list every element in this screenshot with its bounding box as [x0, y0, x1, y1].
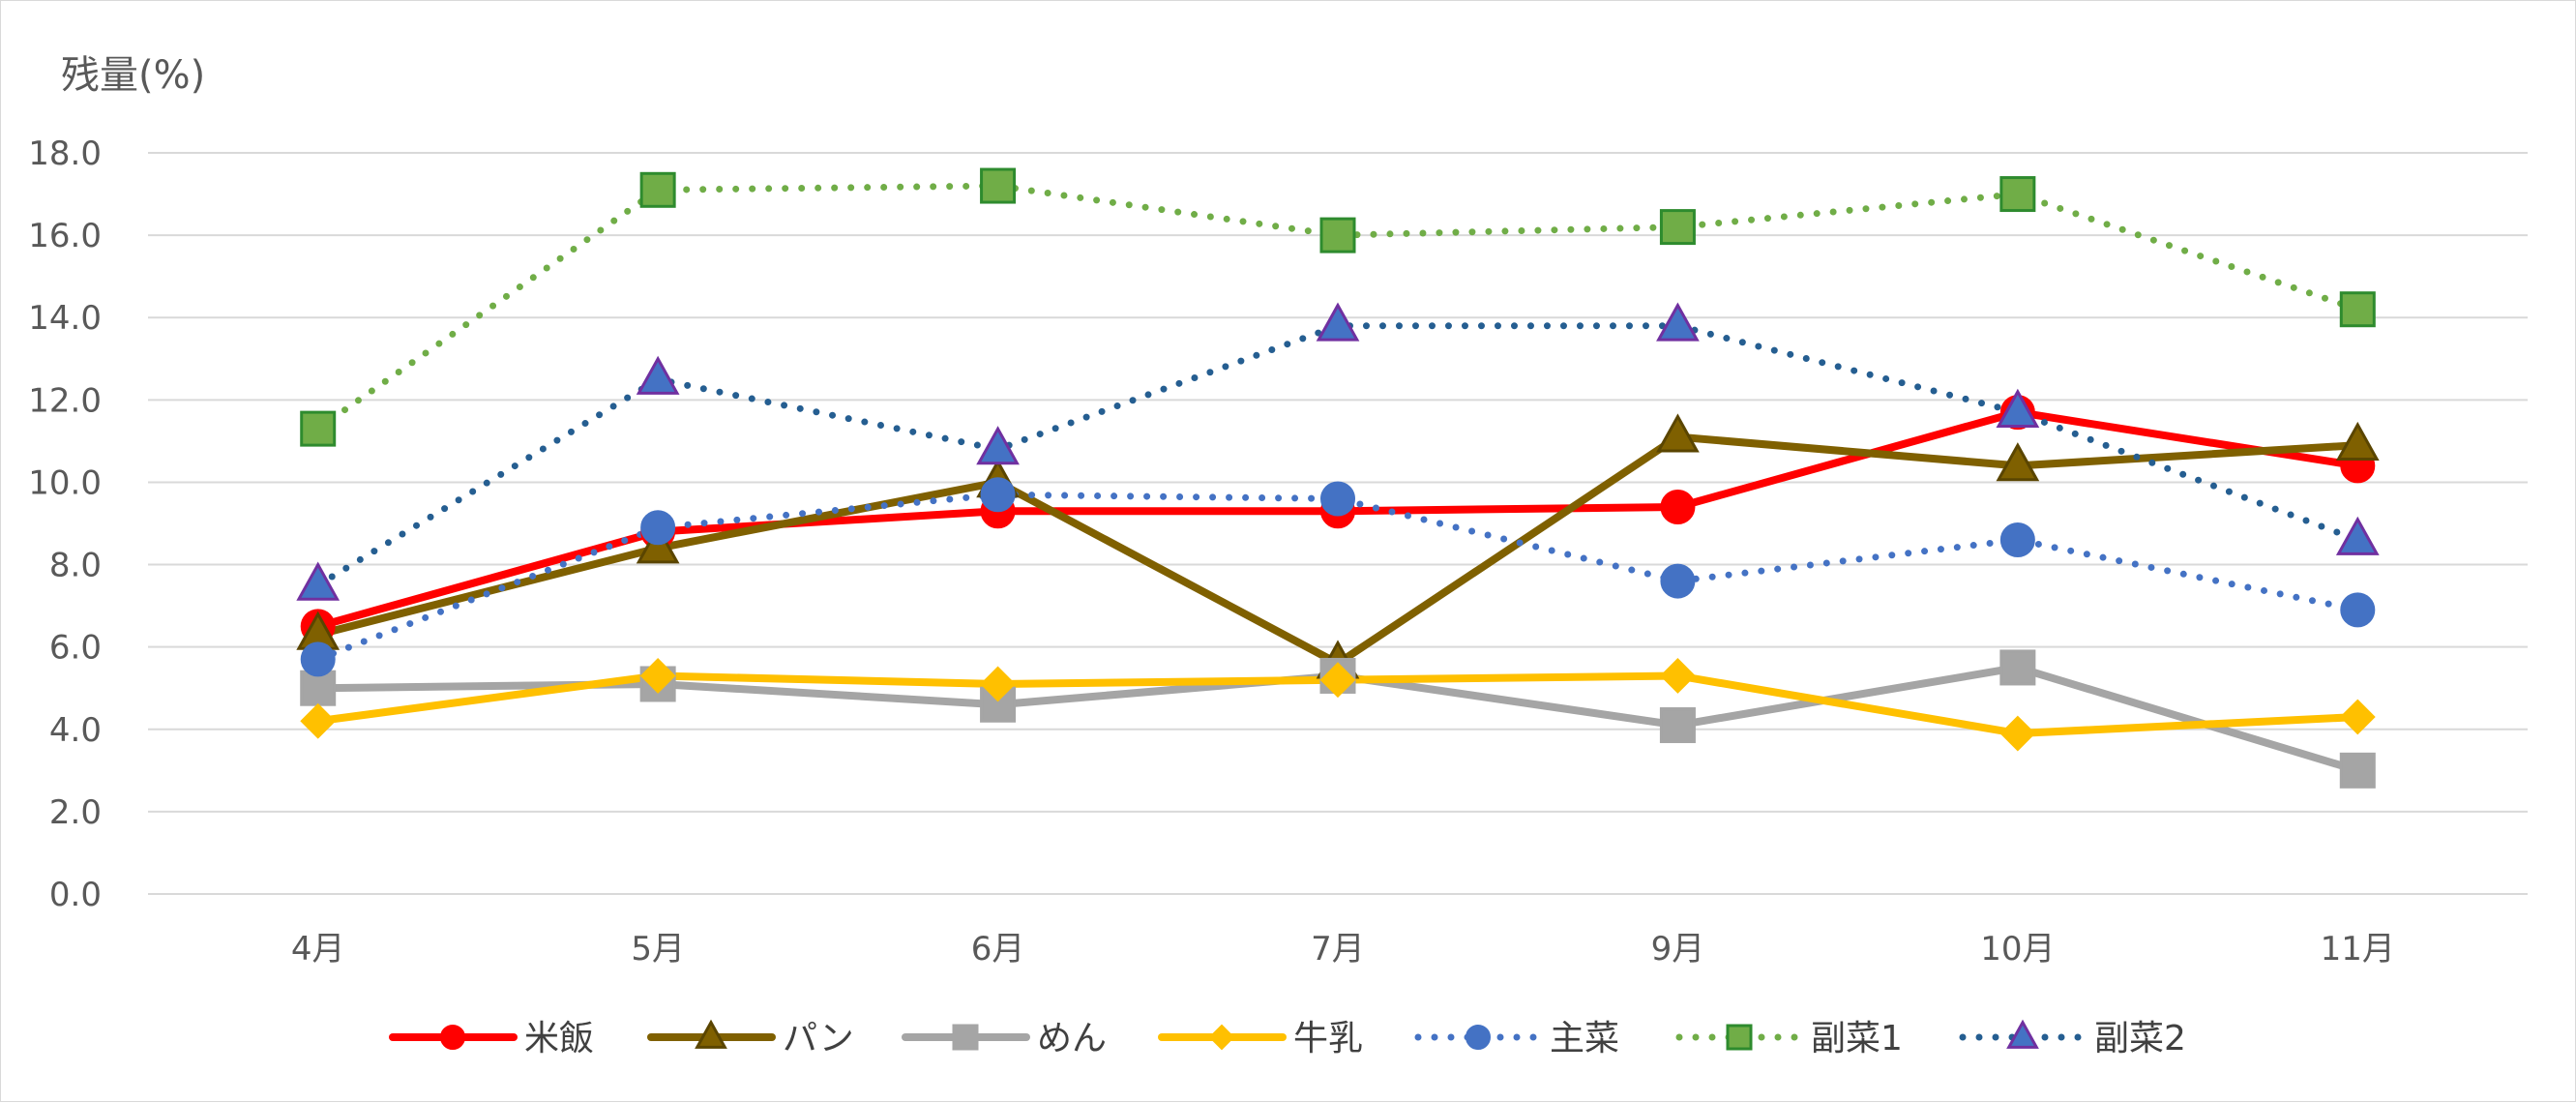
data-point	[1319, 217, 1356, 253]
legend-item: 副菜1	[1675, 1019, 1903, 1058]
legend-marker	[695, 1019, 727, 1049]
data-point	[2339, 752, 2376, 789]
x-tick-label: 7月	[1311, 930, 1365, 969]
legend-item: 米飯	[389, 1019, 594, 1058]
y-tick-label: 0.0	[49, 876, 102, 914]
data-point	[2339, 291, 2376, 328]
legend-label: めん	[1037, 1019, 1107, 1058]
series-line	[313, 432, 2362, 668]
y-tick-label: 18.0	[28, 134, 102, 173]
data-point	[1659, 209, 1696, 246]
x-tick-label: 4月	[291, 930, 345, 969]
y-tick-label: 8.0	[49, 547, 102, 585]
data-point	[2335, 516, 2380, 555]
data-point	[1660, 563, 1696, 599]
legend-item: 副菜2	[1959, 1019, 2186, 1058]
y-tick-label: 10.0	[28, 463, 102, 502]
legend-label: 主菜	[1550, 1019, 1619, 1058]
legend-marker	[1208, 1024, 1235, 1051]
data-point	[1316, 302, 1360, 342]
data-point	[640, 510, 676, 546]
data-point	[1320, 481, 1355, 517]
legend-marker	[440, 1025, 465, 1050]
data-point	[976, 426, 1020, 465]
legend-item: パン	[647, 1019, 854, 1058]
x-tick-label: 9月	[1651, 930, 1705, 969]
series-markers	[296, 167, 2380, 789]
data-point	[1999, 176, 2036, 213]
data-point	[2340, 592, 2376, 628]
data-point	[1999, 522, 2035, 558]
x-tick-label: 10月	[1980, 930, 2055, 969]
legend-label: 副菜1	[1811, 1019, 1903, 1058]
legend-marker	[952, 1024, 979, 1051]
legend-label: 副菜2	[2094, 1019, 2186, 1058]
data-point	[1656, 302, 1700, 342]
y-tick-label: 16.0	[28, 217, 102, 255]
legend-marker	[1466, 1025, 1491, 1050]
data-point	[2335, 421, 2380, 462]
y-tick-label: 12.0	[28, 381, 102, 420]
data-point	[980, 167, 1017, 204]
y-axis-label: 残量(%)	[61, 53, 205, 98]
data-point	[296, 561, 341, 601]
data-point	[1999, 649, 2036, 686]
data-point	[300, 641, 336, 677]
data-point	[1660, 658, 1696, 694]
x-tick-label: 11月	[2321, 930, 2395, 969]
legend-label: 米飯	[524, 1019, 594, 1058]
data-point	[636, 355, 680, 395]
y-tick-label: 6.0	[49, 629, 102, 668]
data-point	[980, 477, 1016, 513]
y-tick-label: 2.0	[49, 793, 102, 832]
data-point	[1659, 707, 1696, 744]
legend-marker	[2006, 1019, 2039, 1049]
legend-label: パン	[783, 1019, 854, 1058]
y-tick-label: 4.0	[49, 711, 102, 750]
legend-marker	[1726, 1024, 1753, 1051]
data-point	[300, 410, 337, 447]
data-point	[639, 171, 676, 208]
x-tick-label: 6月	[971, 930, 1025, 969]
legend-item: 牛乳	[1158, 1019, 1363, 1058]
data-point	[1996, 388, 2040, 428]
x-axis-ticks: 4月 5月 6月 7月 9月 10月 11月	[291, 930, 2395, 969]
data-point	[1996, 442, 2040, 482]
data-point	[1319, 662, 1356, 699]
data-point	[980, 666, 1016, 702]
data-point	[1999, 715, 2036, 752]
data-point	[1660, 489, 1696, 524]
legend-item: めん	[902, 1019, 1107, 1058]
y-tick-label: 14.0	[28, 299, 102, 338]
data-point	[639, 658, 676, 694]
x-tick-label: 5月	[631, 930, 685, 969]
legend-label: 牛乳	[1293, 1019, 1363, 1058]
data-point	[300, 702, 337, 739]
y-axis-ticks: 0.0 2.0 4.0 6.0 8.0 10.0 12.0 14.0 16.0 18.0	[28, 134, 102, 914]
legend-item: 主菜	[1414, 1019, 1619, 1058]
data-point	[2339, 699, 2376, 735]
data-point	[1656, 413, 1700, 453]
legend: 米飯 パン めん 牛乳 主菜 副菜1 副菜2	[389, 1019, 2186, 1058]
